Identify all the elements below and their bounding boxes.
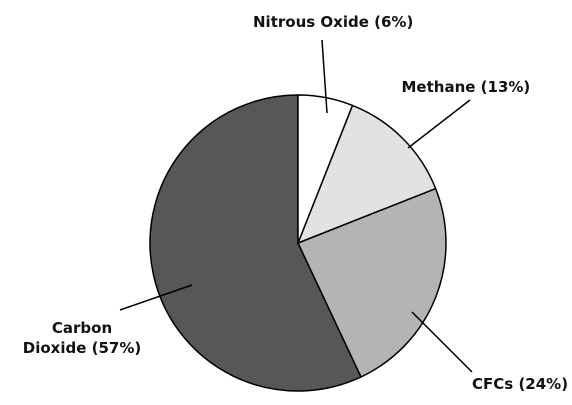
- leader-line: [407, 99, 471, 149]
- value-label: (24%): [518, 375, 569, 393]
- category-label: Methane: [401, 78, 476, 96]
- value-label: (6%): [374, 13, 414, 31]
- pie-slice: [296, 104, 437, 245]
- slice-label: Methane (13%): [402, 77, 531, 97]
- pie-slice: [296, 187, 447, 378]
- category-label: Carbon Dioxide: [22, 319, 113, 357]
- pie-slice: [149, 94, 363, 392]
- leader-line: [119, 284, 193, 311]
- slice-label: Carbon Dioxide (57%): [22, 318, 142, 358]
- value-label: (13%): [480, 78, 531, 96]
- slice-label: Nitrous Oxide (6%): [253, 12, 413, 32]
- category-label: CFCs: [472, 375, 514, 393]
- leader-line: [321, 39, 328, 114]
- leader-line: [411, 311, 473, 373]
- slice-label: CFCs (24%): [472, 374, 568, 394]
- value-label: (57%): [91, 339, 142, 357]
- category-label: Nitrous Oxide: [253, 13, 369, 31]
